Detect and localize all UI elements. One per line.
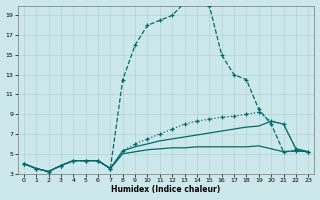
X-axis label: Humidex (Indice chaleur): Humidex (Indice chaleur) bbox=[111, 185, 221, 194]
